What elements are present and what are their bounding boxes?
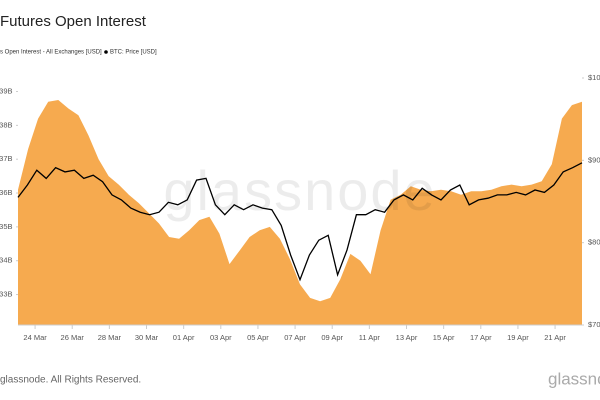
x-tick-label: 21 Apr <box>544 333 566 342</box>
y2-tick-label: $90K <box>588 155 600 164</box>
y-tick-label: $36B <box>0 188 13 197</box>
price-line <box>17 162 583 282</box>
x-tick-label: 11 Apr <box>359 333 381 342</box>
x-tick-label: 05 Apr <box>247 333 269 342</box>
x-tick-label: 07 Apr <box>284 333 306 342</box>
legend-label: s Open Interest - All Exchanges [USD] <box>0 50 102 56</box>
y-tick-label: $34B <box>0 256 13 265</box>
x-tick-label: 19 Apr <box>507 333 529 342</box>
x-tick-label: 15 Apr <box>433 333 455 342</box>
x-tick-label: 01 Apr <box>173 333 195 342</box>
x-tick-label: 03 Apr <box>210 333 232 342</box>
open-interest-area <box>18 100 582 325</box>
y-tick-label: $33B <box>0 290 13 299</box>
y-tick-label: $35B <box>0 222 13 231</box>
x-tick-label: 13 Apr <box>396 333 418 342</box>
y2-tick-label: $100K <box>588 73 600 82</box>
x-tick-label: 24 Mar <box>23 333 47 342</box>
x-tick-label: 28 Mar <box>98 333 122 342</box>
legend-marker <box>104 50 108 54</box>
x-tick-label: 30 Mar <box>135 333 159 342</box>
y-tick-label: $38B <box>0 120 13 129</box>
y2-tick-label: $80K <box>588 238 600 247</box>
y2-tick-label: $70K <box>588 320 600 329</box>
legend-label: BTC: Price [USD] <box>110 50 157 56</box>
footer: glassnode. All Rights Reserved. <box>0 375 141 386</box>
y-tick-label: $39B <box>0 87 13 96</box>
chart-title: Futures Open Interest <box>0 13 147 30</box>
y-tick-label: $37B <box>0 154 13 163</box>
x-tick-label: 09 Apr <box>321 333 343 342</box>
x-tick-label: 17 Apr <box>470 333 492 342</box>
x-tick-label: 26 Mar <box>61 333 85 342</box>
watermark: glassnode <box>163 159 436 222</box>
logo: glassnode <box>548 369 600 388</box>
